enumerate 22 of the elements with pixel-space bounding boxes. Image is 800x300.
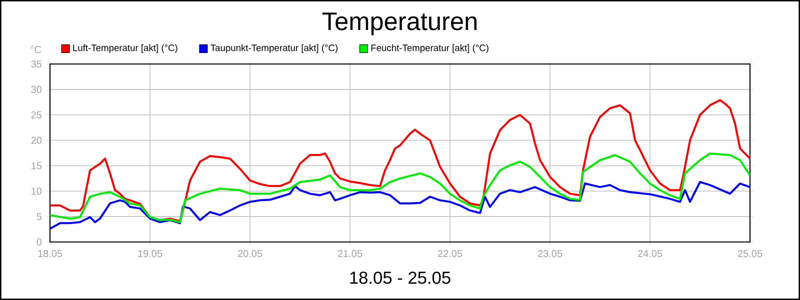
x-tick-label: 22.05 (438, 250, 462, 258)
x-tick-label: 21.05 (338, 250, 362, 258)
y-tick-label: 10 (32, 188, 42, 195)
y-axis-title: °C (30, 46, 42, 54)
x-tick-label: 19.05 (138, 250, 162, 258)
y-tick-label: 0 (36, 238, 42, 246)
y-tick-label: 20 (31, 136, 42, 144)
y-tick-label: 5 (36, 213, 42, 220)
x-tick-label: 24.05 (638, 250, 662, 258)
legend-label: Feucht-Temperatur [akt] (°C) (371, 44, 488, 54)
x-axis-title: 18.05 - 25.05 (350, 272, 450, 284)
y-tick-label: 15 (32, 162, 42, 170)
chart-title: Temperaturen (322, 12, 477, 36)
y-tick-label: 30 (31, 86, 42, 93)
legend-label: Luft-Temperatur [akt] (°C) (73, 44, 178, 54)
x-tick-label: 23.05 (538, 250, 562, 258)
x-tick-label: 18.05 (38, 250, 62, 258)
y-tick-label: 25 (31, 111, 42, 118)
x-tick-label: 20.05 (238, 250, 262, 258)
y-tick-label: 35 (31, 60, 42, 68)
legend-label: Taupunkt-Temperatur [akt] (°C) (210, 44, 338, 54)
x-tick-label: 25.05 (738, 250, 762, 258)
